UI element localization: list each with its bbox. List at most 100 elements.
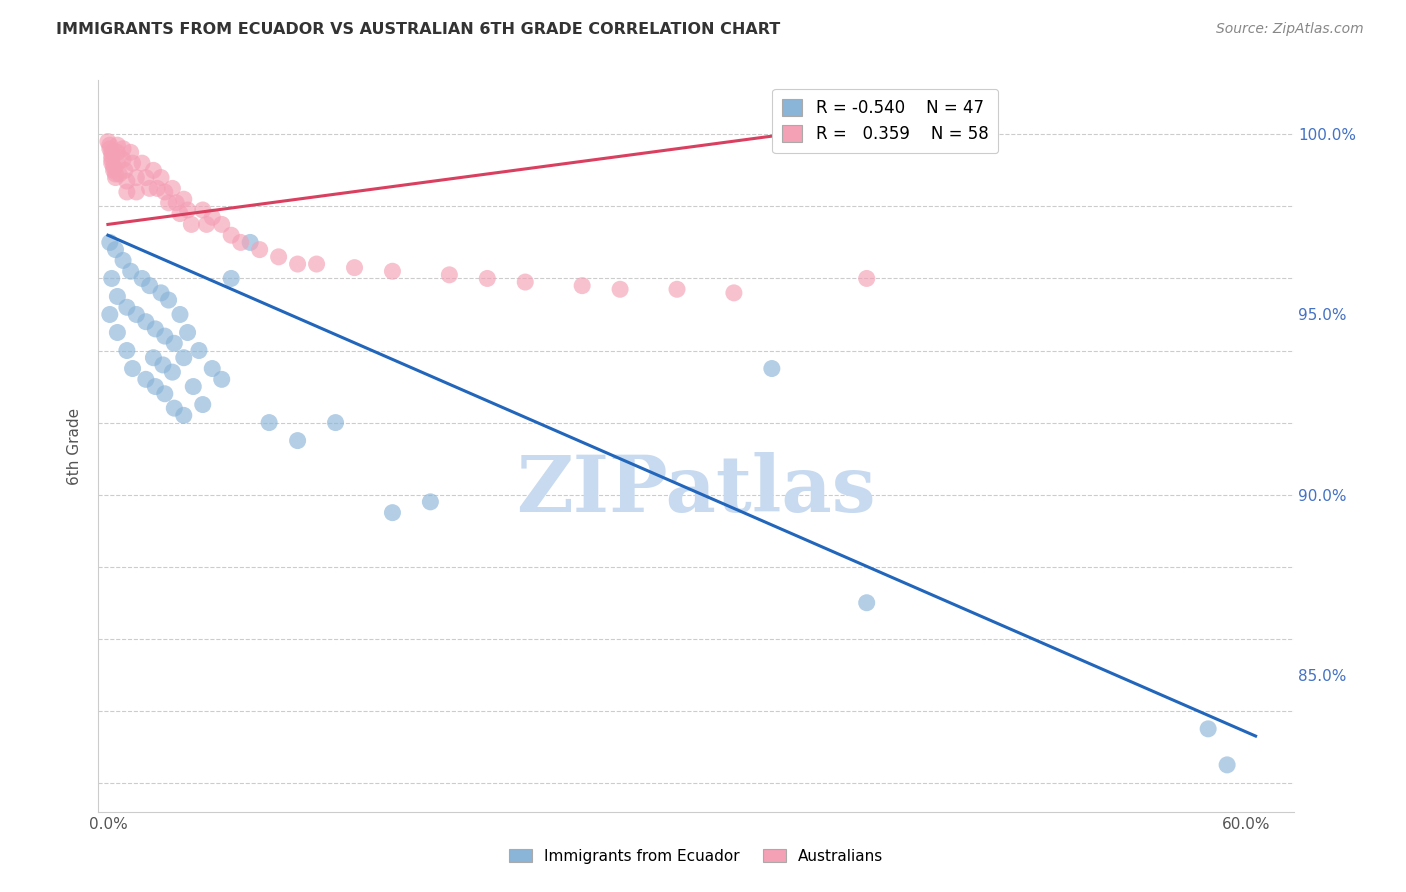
Point — [125, 308, 148, 322]
Point — [131, 271, 153, 285]
Point — [115, 300, 138, 314]
Point — [219, 271, 242, 285]
Point — [666, 282, 689, 296]
Point — [114, 163, 136, 178]
Point — [131, 156, 153, 170]
Point — [138, 181, 160, 195]
Legend: Immigrants from Ecuador, Australians: Immigrants from Ecuador, Australians — [503, 843, 889, 870]
Point — [135, 170, 157, 185]
Point — [103, 163, 125, 178]
Point — [153, 329, 176, 343]
Point — [115, 174, 138, 188]
Point — [103, 160, 125, 174]
Point — [105, 138, 128, 153]
Point — [100, 271, 122, 285]
Point — [201, 361, 224, 376]
Point — [169, 308, 191, 322]
Point — [105, 326, 128, 340]
Point — [219, 228, 242, 243]
Point — [105, 145, 128, 160]
Point — [163, 336, 186, 351]
Point — [191, 398, 214, 412]
Point — [98, 308, 121, 322]
Point — [125, 185, 148, 199]
Point — [257, 416, 280, 430]
Point — [143, 322, 166, 336]
Point — [381, 506, 404, 520]
Point — [100, 156, 122, 170]
Point — [120, 264, 142, 278]
Point — [176, 202, 198, 217]
Point — [195, 218, 218, 232]
Point — [153, 386, 176, 401]
Text: ZIPatlas: ZIPatlas — [516, 452, 876, 528]
Point — [381, 264, 404, 278]
Point — [761, 361, 783, 376]
Point — [239, 235, 262, 250]
Point — [287, 434, 309, 448]
Point — [112, 253, 135, 268]
Point — [723, 285, 745, 300]
Point — [419, 495, 441, 509]
Point — [287, 257, 309, 271]
Point — [173, 409, 195, 423]
Point — [439, 268, 461, 282]
Point — [121, 156, 143, 170]
Point — [142, 163, 165, 178]
Point — [191, 202, 214, 217]
Point — [211, 218, 233, 232]
Point — [157, 195, 180, 210]
Point — [104, 170, 127, 185]
Point — [115, 343, 138, 358]
Point — [152, 358, 174, 372]
Point — [173, 192, 195, 206]
Point — [162, 181, 184, 195]
Point — [97, 135, 120, 149]
Point — [142, 351, 165, 365]
Point — [229, 235, 252, 250]
Point — [176, 326, 198, 340]
Text: Source: ZipAtlas.com: Source: ZipAtlas.com — [1216, 22, 1364, 37]
Point — [609, 282, 631, 296]
Point — [121, 361, 143, 376]
Point — [157, 293, 180, 307]
Point — [143, 379, 166, 393]
Point — [108, 167, 131, 181]
Point — [135, 372, 157, 386]
Point — [135, 315, 157, 329]
Point — [188, 343, 211, 358]
Point — [1216, 757, 1239, 772]
Point — [115, 185, 138, 199]
Point — [120, 145, 142, 160]
Point — [98, 142, 121, 156]
Point — [112, 153, 135, 167]
Point — [112, 142, 135, 156]
Point — [104, 167, 127, 181]
Point — [249, 243, 271, 257]
Point — [100, 153, 122, 167]
Point — [181, 379, 204, 393]
Point — [477, 271, 499, 285]
Point — [153, 185, 176, 199]
Point — [515, 275, 537, 289]
Point — [98, 138, 121, 153]
Point — [138, 278, 160, 293]
Point — [105, 289, 128, 303]
Point — [211, 372, 233, 386]
Point — [267, 250, 290, 264]
Point — [125, 170, 148, 185]
Point — [105, 156, 128, 170]
Point — [162, 365, 184, 379]
Point — [180, 218, 202, 232]
Point — [343, 260, 366, 275]
Point — [571, 278, 593, 293]
Point — [165, 195, 187, 210]
Y-axis label: 6th Grade: 6th Grade — [67, 408, 83, 484]
Point — [163, 401, 186, 416]
Point — [855, 271, 877, 285]
Point — [150, 285, 173, 300]
Point — [104, 243, 127, 257]
Point — [169, 206, 191, 220]
Point — [325, 416, 347, 430]
Point — [201, 210, 224, 224]
